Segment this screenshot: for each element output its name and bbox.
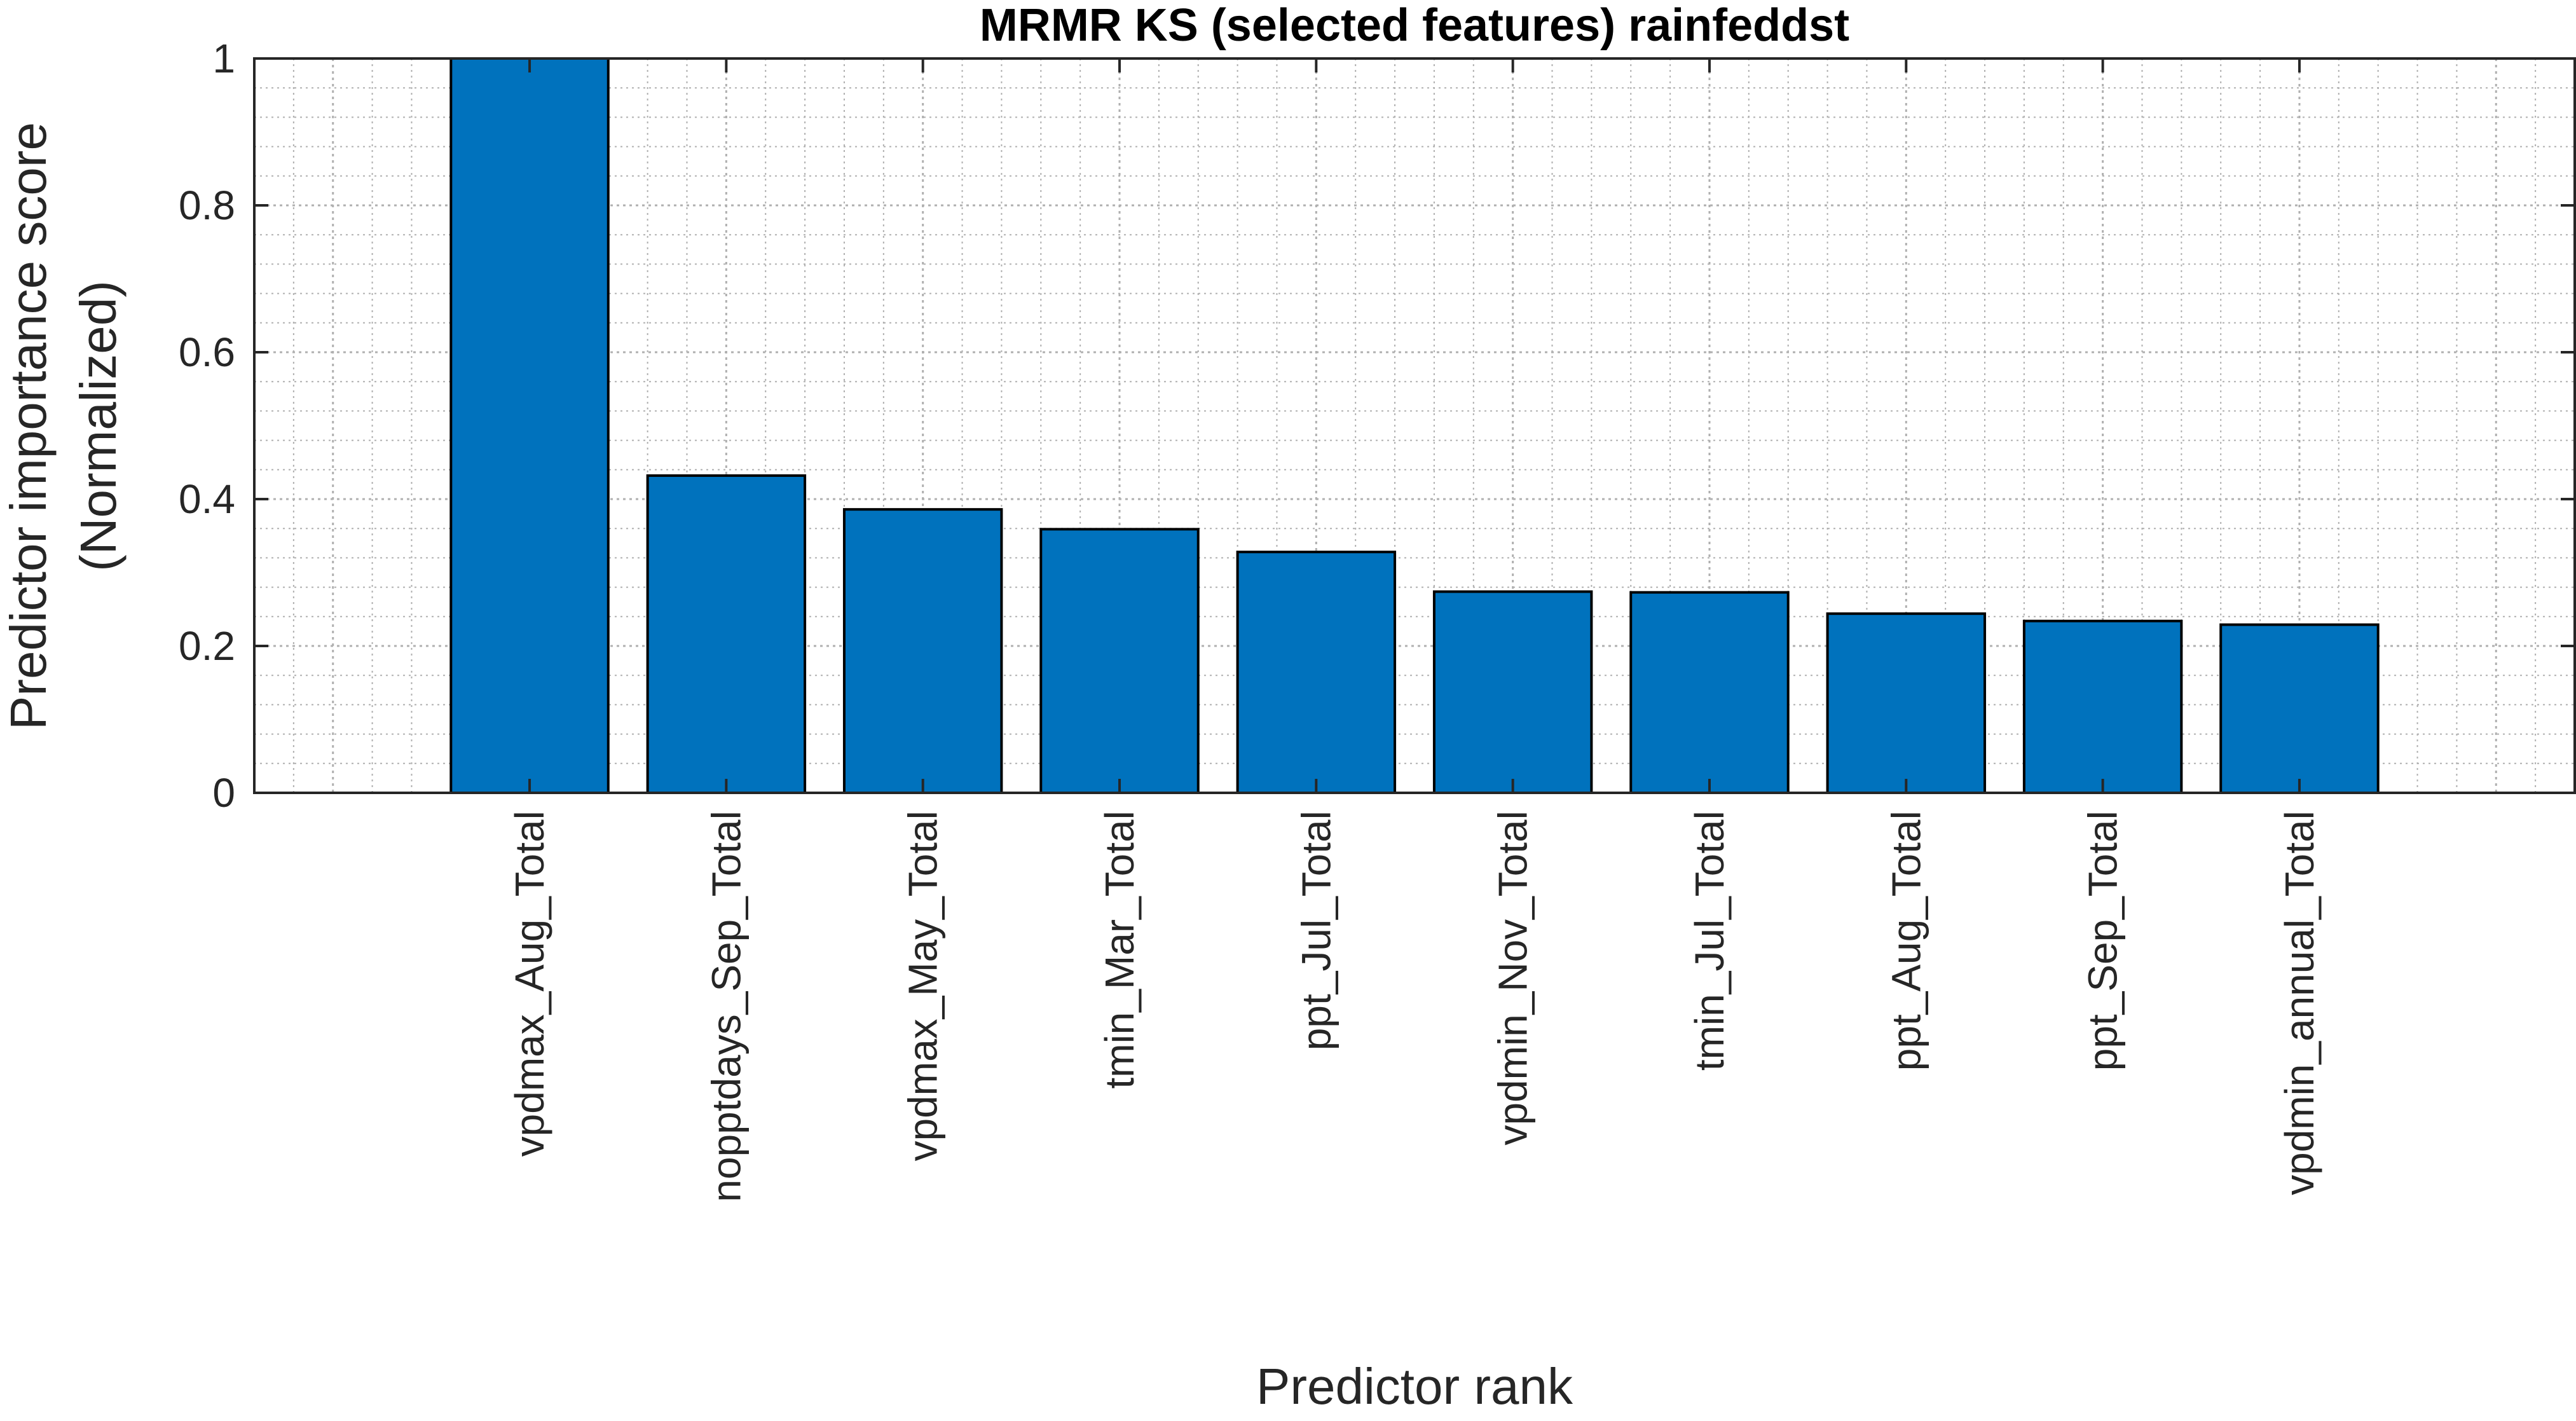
y-axis-label-line-2: (Normalized) bbox=[70, 280, 127, 572]
bar-3 bbox=[842, 508, 1003, 794]
bar-6 bbox=[1432, 590, 1593, 795]
x-tick-label: vpdmin_annual_Total bbox=[2277, 811, 2322, 1195]
bar-2 bbox=[646, 474, 807, 794]
bar-7 bbox=[1629, 591, 1790, 794]
x-tick-label: vpdmax_May_Total bbox=[900, 811, 946, 1161]
x-tick-label: ppt_Aug_Total bbox=[1883, 811, 1929, 1071]
bar-8 bbox=[1826, 612, 1987, 794]
x-tick-label: nopptdays_Sep_Total bbox=[703, 811, 749, 1202]
bar-4 bbox=[1039, 528, 1200, 794]
x-category-labels: vpdmax_Aug_Total nopptdays_Sep_Total vpdma… bbox=[507, 811, 2322, 1202]
y-tick-label: 0.2 bbox=[179, 623, 235, 669]
chart-title: MRMR KS (selected features) rainfeddst bbox=[980, 0, 1849, 51]
y-tick-label: 0.6 bbox=[179, 329, 235, 375]
y-tick-labels: 0 0.2 0.4 0.6 0.8 1 bbox=[179, 36, 235, 816]
plot-frame bbox=[253, 57, 2576, 794]
x-axis-label: Predictor rank bbox=[1256, 1358, 1573, 1415]
x-tick-label: tmin_Jul_Total bbox=[1687, 811, 1732, 1071]
x-tick-label: vpdmax_Aug_Total bbox=[507, 811, 552, 1157]
bar-9 bbox=[2022, 619, 2183, 794]
y-axis-label: Predictor importance score (Normalized) bbox=[0, 122, 127, 730]
y-tick-label: 0.8 bbox=[179, 182, 235, 228]
y-tick-label: 1 bbox=[212, 36, 235, 81]
y-axis-label-line-1: Predictor importance score bbox=[0, 122, 57, 730]
x-tick-label: ppt_Jul_Total bbox=[1293, 811, 1339, 1050]
bar-10 bbox=[2219, 623, 2380, 794]
bars bbox=[449, 57, 2380, 795]
y-tick-label: 0 bbox=[212, 770, 235, 816]
y-tick-label: 0.4 bbox=[179, 476, 235, 522]
bar-5 bbox=[1236, 551, 1397, 794]
axis-ticks bbox=[254, 57, 2575, 794]
x-tick-label: vpdmin_Nov_Total bbox=[1490, 811, 1536, 1146]
x-tick-label: ppt_Sep_Total bbox=[2080, 811, 2126, 1071]
bar-1 bbox=[449, 57, 610, 794]
plot-area bbox=[254, 58, 2575, 793]
x-tick-label: tmin_Mar_Total bbox=[1097, 811, 1142, 1089]
